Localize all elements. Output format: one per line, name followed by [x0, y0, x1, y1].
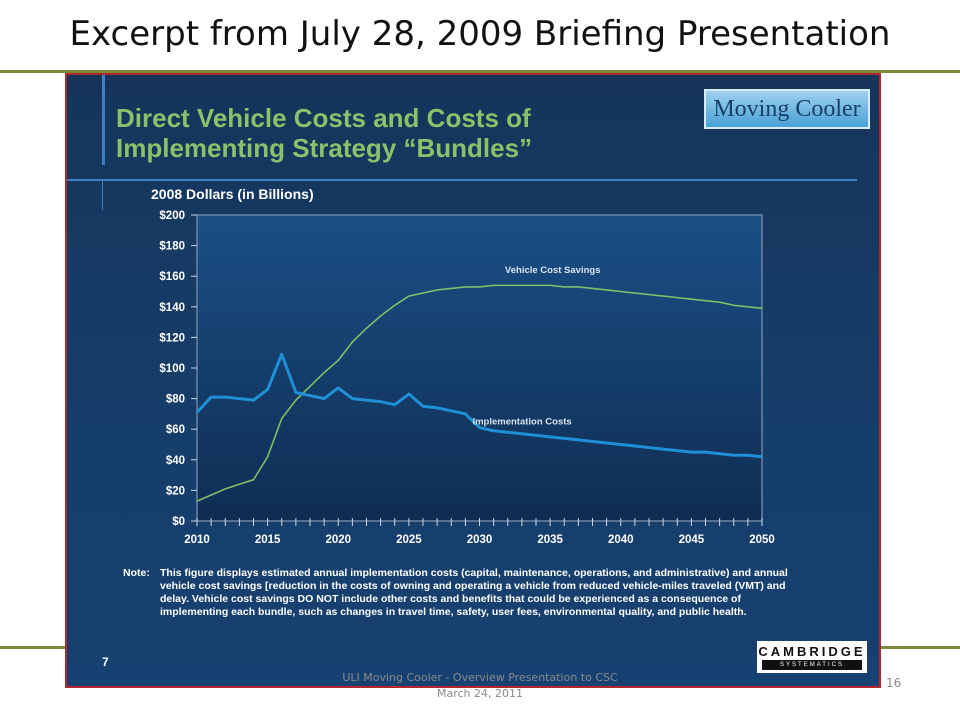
moving-cooler-logo: Moving Cooler: [704, 89, 870, 129]
line-chart: 2008 Dollars (in Billions) $0 $20 $40 $60 $80…: [151, 186, 775, 546]
slide-accent-line-lower: [102, 180, 103, 210]
y-tick-label: $200: [159, 210, 185, 222]
slide-heading: Direct Vehicle Costs and Costs of Implem…: [116, 103, 533, 163]
slide-divider: [67, 179, 857, 181]
y-tick-label: $140: [159, 302, 185, 314]
y-tick-label: $0: [172, 516, 185, 528]
x-tick-label: 2015: [255, 534, 281, 546]
chart-title: 2008 Dollars (in Billions): [151, 186, 314, 202]
plot-area: [196, 214, 763, 522]
x-tick-label: 2045: [679, 534, 705, 546]
note-text: This figure displays estimated annual im…: [160, 567, 788, 618]
x-tick-label: 2025: [396, 534, 422, 546]
slide-number: 7: [102, 655, 109, 669]
logo-bar: [762, 660, 862, 670]
cambridge-systematics-logo: CAMBRIDGE SYSTEMATICS: [757, 641, 867, 673]
x-tick-label: 2035: [537, 534, 563, 546]
y-tick-label: $120: [159, 332, 185, 344]
x-tick-label: 2030: [467, 534, 493, 546]
logo-main-text: CAMBRIDGE: [758, 644, 866, 659]
slide-accent-line: [102, 75, 105, 165]
note-label: Note:: [123, 567, 150, 579]
y-tick-label: $60: [166, 424, 185, 436]
y-tick-label: $40: [166, 455, 185, 467]
series-line-vehicle-cost-savings: [196, 284, 763, 502]
y-tick-label: $80: [166, 394, 185, 406]
page-number: 16: [886, 676, 902, 690]
y-tick-label: $100: [159, 363, 185, 375]
logo-sub-text: SYSTEMATICS: [780, 662, 844, 668]
x-tick-label: 2020: [325, 534, 351, 546]
series-label: Implementation Costs: [472, 417, 571, 428]
series-line-implementation-costs: [195, 352, 763, 459]
y-tick-label: $180: [159, 241, 185, 253]
y-tick-label: $160: [159, 271, 185, 283]
x-tick-label: 2040: [608, 534, 634, 546]
x-tick-label: 2050: [749, 534, 775, 546]
footer-text: ULI Moving Cooler - Overview Presentatio…: [342, 671, 618, 700]
y-tick-label: $20: [166, 485, 185, 497]
page-title: Excerpt from July 28, 2009 Briefing Pres…: [69, 14, 891, 54]
slide-frame: Direct Vehicle Costs and Costs of Implem…: [65, 73, 881, 688]
x-tick-label: 2010: [184, 534, 210, 546]
series-label: Vehicle Cost Savings: [505, 265, 601, 276]
top-rule: [0, 70, 960, 73]
